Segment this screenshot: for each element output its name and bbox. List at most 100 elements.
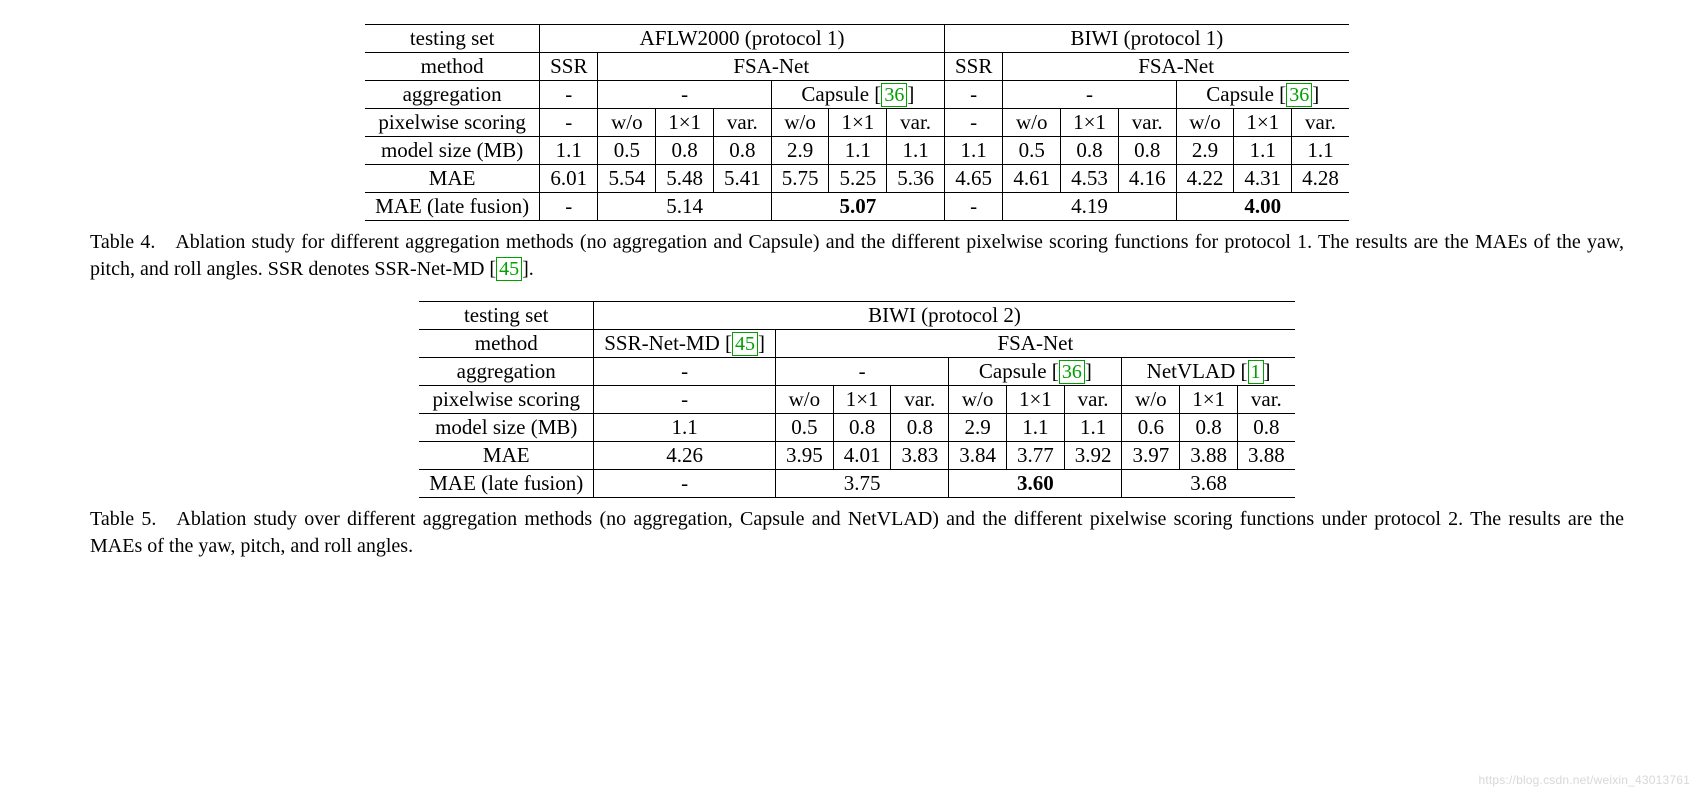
t4-hdr-method: method	[365, 53, 539, 81]
t4-hdr-aggregation: aggregation	[365, 81, 539, 109]
cite-45: 45	[496, 257, 522, 281]
t5-agg-netvlad: NetVLAD [1]	[1122, 358, 1295, 386]
t5-ms-4: 2.9	[949, 414, 1007, 442]
t4-mae-8: 4.61	[1003, 165, 1061, 193]
t4-px-13: var.	[1292, 109, 1349, 137]
table-5-caption: Table 5. Ablation study over different a…	[90, 506, 1624, 560]
t5-ms-9: 0.8	[1237, 414, 1294, 442]
t5-px-2: 1×1	[833, 386, 891, 414]
cite-36: 36	[1286, 83, 1312, 107]
capsule-label: Capsule [	[1206, 82, 1286, 106]
t5-ms-3: 0.8	[891, 414, 949, 442]
t5-ml-noagg: 3.75	[775, 470, 948, 498]
t5-ml-netvlad: 3.68	[1122, 470, 1295, 498]
t5-hdr-pixelwise: pixelwise scoring	[419, 386, 593, 414]
capsule-label-post: ]	[1312, 82, 1319, 106]
t4-mae-5: 5.25	[829, 165, 887, 193]
t4-px-6: var.	[887, 109, 945, 137]
t5-px-0: -	[594, 386, 776, 414]
t4-mae-2: 5.48	[656, 165, 714, 193]
t5-mae-4: 3.84	[949, 442, 1007, 470]
t4-ms-1: 0.5	[598, 137, 656, 165]
t5-agg-none: -	[775, 358, 948, 386]
t4-ml-a-noagg: 5.14	[598, 193, 771, 221]
t4-method-ssr-a: SSR	[540, 53, 598, 81]
t4-ms-4: 2.9	[771, 137, 829, 165]
t4-px-4: w/o	[771, 109, 829, 137]
t4-agg-b-none: -	[1003, 81, 1176, 109]
t5-hdr-model-size: model size (MB)	[419, 414, 593, 442]
t5-px-5: 1×1	[1006, 386, 1064, 414]
t4-mae-13: 4.28	[1292, 165, 1349, 193]
ssr-label: SSR-Net-MD [	[604, 331, 732, 355]
table-4-caption: Table 4. Ablation study for different ag…	[90, 229, 1624, 283]
t4-px-9: 1×1	[1061, 109, 1119, 137]
table-4-caption-text: Table 4. Ablation study for different ag…	[90, 231, 1624, 280]
t5-ms-8: 0.8	[1180, 414, 1238, 442]
t5-mae-3: 3.83	[891, 442, 949, 470]
t4-ml-a-caps: 5.07	[771, 193, 944, 221]
t4-px-2: 1×1	[656, 109, 714, 137]
t5-mae-1: 3.95	[775, 442, 833, 470]
t5-mae-9: 3.88	[1237, 442, 1294, 470]
t4-px-8: w/o	[1003, 109, 1061, 137]
ssr-label-post: ]	[758, 331, 765, 355]
t5-ms-0: 1.1	[594, 414, 776, 442]
t4-hdr-mae: MAE	[365, 165, 539, 193]
t5-method-ssr: SSR-Net-MD [45]	[594, 330, 776, 358]
t4-ms-8: 0.5	[1003, 137, 1061, 165]
t5-mae-7: 3.97	[1122, 442, 1180, 470]
table-4-caption-post: ].	[522, 258, 534, 280]
t4-px-11: w/o	[1176, 109, 1234, 137]
t4-mae-3: 5.41	[713, 165, 771, 193]
t4-ms-13: 1.1	[1292, 137, 1349, 165]
t4-px-7: -	[944, 109, 1002, 137]
t5-px-4: w/o	[949, 386, 1007, 414]
t4-testing-set-biwi: BIWI (protocol 1)	[944, 25, 1348, 53]
t4-mae-0: 6.01	[540, 165, 598, 193]
t4-px-12: 1×1	[1234, 109, 1292, 137]
t4-hdr-mae-late: MAE (late fusion)	[365, 193, 539, 221]
t4-agg-a-ssr: -	[540, 81, 598, 109]
t4-mae-12: 4.31	[1234, 165, 1292, 193]
t4-px-5: 1×1	[829, 109, 887, 137]
t4-hdr-testing-set: testing set	[365, 25, 539, 53]
t5-ms-5: 1.1	[1006, 414, 1064, 442]
t4-ml-a-ssr: -	[540, 193, 598, 221]
t4-ms-11: 2.9	[1176, 137, 1234, 165]
t4-ms-2: 0.8	[656, 137, 714, 165]
t4-px-10: var.	[1118, 109, 1176, 137]
t5-ms-6: 1.1	[1064, 414, 1122, 442]
t4-mae-11: 4.22	[1176, 165, 1234, 193]
t4-mae-6: 5.36	[887, 165, 945, 193]
netvlad-label-post: ]	[1264, 359, 1271, 383]
t5-ms-1: 0.5	[775, 414, 833, 442]
t4-ms-0: 1.1	[540, 137, 598, 165]
t5-hdr-mae: MAE	[419, 442, 593, 470]
capsule-label-post: ]	[1085, 359, 1092, 383]
t5-px-3: var.	[891, 386, 949, 414]
t5-hdr-aggregation: aggregation	[419, 358, 593, 386]
t5-ms-2: 0.8	[833, 414, 891, 442]
table-4: testing set AFLW2000 (protocol 1) BIWI (…	[365, 24, 1349, 221]
t4-ms-10: 0.8	[1118, 137, 1176, 165]
t5-mae-6: 3.92	[1064, 442, 1122, 470]
capsule-label: Capsule [	[801, 82, 881, 106]
cite-36: 36	[1059, 360, 1085, 384]
t4-method-ssr-b: SSR	[944, 53, 1002, 81]
t5-hdr-method: method	[419, 330, 593, 358]
t4-ml-b-ssr: -	[944, 193, 1002, 221]
t4-agg-a-capsule: Capsule [36]	[771, 81, 944, 109]
t4-method-fsanet-b: FSA-Net	[1003, 53, 1349, 81]
t4-px-3: var.	[713, 109, 771, 137]
t5-px-9: var.	[1237, 386, 1294, 414]
t5-hdr-mae-late: MAE (late fusion)	[419, 470, 593, 498]
t4-ms-5: 1.1	[829, 137, 887, 165]
capsule-label-post: ]	[907, 82, 914, 106]
t5-ml-ssr: -	[594, 470, 776, 498]
netvlad-label: NetVLAD [	[1147, 359, 1248, 383]
t5-px-6: var.	[1064, 386, 1122, 414]
t4-testing-set-aflw: AFLW2000 (protocol 1)	[540, 25, 945, 53]
t5-ms-7: 0.6	[1122, 414, 1180, 442]
t5-hdr-testing-set: testing set	[419, 302, 593, 330]
